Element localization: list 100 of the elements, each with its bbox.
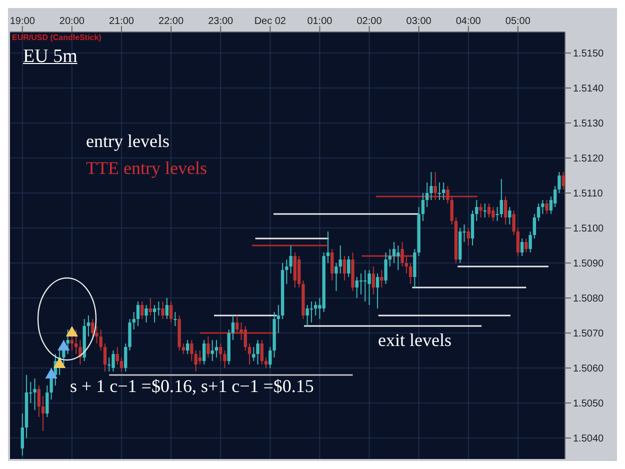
x-tick-label: Dec 02 xyxy=(254,16,286,27)
candlestick xyxy=(206,336,210,358)
candlestick xyxy=(124,343,128,372)
candlestick xyxy=(174,312,177,326)
candlestick xyxy=(479,203,482,218)
x-tick-label: 04:00 xyxy=(456,16,482,27)
y-tick-label: 1.5140 xyxy=(573,84,604,95)
y-tick-label: 1.5150 xyxy=(573,48,604,60)
candlestick xyxy=(289,245,292,274)
candlestick xyxy=(528,231,532,253)
candlestick xyxy=(99,329,102,351)
candlestick xyxy=(210,340,214,362)
y-tick-label: 1.5130 xyxy=(573,118,604,130)
candlestick xyxy=(430,172,433,200)
candlestick xyxy=(165,298,169,320)
candlestick xyxy=(396,245,400,270)
candlestick xyxy=(132,312,136,330)
candlestick xyxy=(90,318,94,337)
candlestick xyxy=(342,256,346,281)
candlestick xyxy=(376,273,380,309)
candlestick xyxy=(562,172,565,190)
candlestick xyxy=(252,346,256,362)
x-tick-label: 23:00 xyxy=(208,16,234,27)
y-tick-label: 1.5070 xyxy=(573,328,604,340)
candlestick xyxy=(438,182,442,200)
candlestick xyxy=(202,340,206,365)
candlestick xyxy=(536,203,540,222)
candlestick xyxy=(425,182,429,208)
candlestick xyxy=(169,301,173,323)
candlestick xyxy=(442,182,446,200)
candlestick xyxy=(508,206,512,225)
candlestick xyxy=(231,315,235,340)
candlestick xyxy=(355,276,358,298)
candlestick xyxy=(334,262,338,292)
x-tick-label: 19:00 xyxy=(10,16,36,27)
candlestick xyxy=(466,228,470,246)
candlestick xyxy=(256,340,260,365)
candlestick xyxy=(496,206,499,222)
candlestick xyxy=(161,301,164,320)
candlestick xyxy=(487,203,491,218)
y-tick-label: 1.5100 xyxy=(573,224,604,235)
candlestick xyxy=(372,266,375,295)
candlestick xyxy=(223,350,226,368)
candlestick xyxy=(260,340,264,365)
candlestick xyxy=(103,343,107,372)
candlestick xyxy=(359,273,363,295)
candlestick xyxy=(198,350,202,365)
candlestick xyxy=(140,301,144,320)
candlestick xyxy=(314,301,318,316)
y-tick-label: 1.5120 xyxy=(573,154,604,165)
annotation: s + 1 c−1 =$0.16, s+1 c−1 =$0.15 xyxy=(70,376,314,397)
candlestick xyxy=(194,350,198,372)
candlestick xyxy=(541,200,544,214)
candlestick xyxy=(186,340,190,354)
x-tick-label: 03:00 xyxy=(406,16,432,27)
x-tick-label: 05:00 xyxy=(505,16,531,27)
y-tick-label: 1.5060 xyxy=(573,364,604,375)
candlestick xyxy=(112,350,115,372)
candlestick xyxy=(388,248,392,267)
chart-subtitle: EUR/USD (CandleStick) xyxy=(12,33,102,42)
candlestick xyxy=(285,259,288,284)
candlestick xyxy=(380,270,384,288)
x-tick-label: 21:00 xyxy=(108,16,134,27)
candlestick xyxy=(532,214,536,239)
candlestick xyxy=(41,396,45,432)
candlestick xyxy=(347,256,350,278)
x-tick-label: 01:00 xyxy=(307,16,333,27)
candlestick xyxy=(500,178,504,218)
annotation: entry levels xyxy=(86,131,170,152)
candlestick xyxy=(492,206,495,222)
candlestick xyxy=(37,385,41,418)
x-tick-label: 22:00 xyxy=(158,16,184,27)
candlestick xyxy=(95,326,98,344)
candlestick xyxy=(108,357,111,372)
annotation: TTE entry levels xyxy=(86,158,207,179)
candlestick xyxy=(330,248,334,281)
candlestick xyxy=(520,238,524,256)
candlestick xyxy=(408,262,412,284)
candlestick xyxy=(116,346,119,365)
candlestick xyxy=(152,304,156,323)
candlestick xyxy=(248,343,252,365)
candlestick xyxy=(553,186,557,208)
candlestick xyxy=(214,340,218,358)
candlestick xyxy=(78,340,82,365)
candlestick xyxy=(483,203,486,218)
candlestick xyxy=(144,304,148,323)
y-tick-label: 1.5090 xyxy=(573,258,604,270)
annotation: exit levels xyxy=(378,330,452,351)
candlestick xyxy=(504,196,508,225)
candlestick xyxy=(512,210,516,236)
candlestick xyxy=(306,304,309,326)
candlestick xyxy=(219,343,222,362)
candlestick xyxy=(20,413,24,456)
candlestick xyxy=(276,304,280,334)
candlestick xyxy=(310,301,314,323)
x-tick-label: 02:00 xyxy=(356,16,382,27)
candlestick xyxy=(368,270,371,306)
candlestick xyxy=(516,228,520,256)
y-tick-label: 1.5080 xyxy=(573,294,604,305)
text: EU 5m xyxy=(23,46,78,68)
